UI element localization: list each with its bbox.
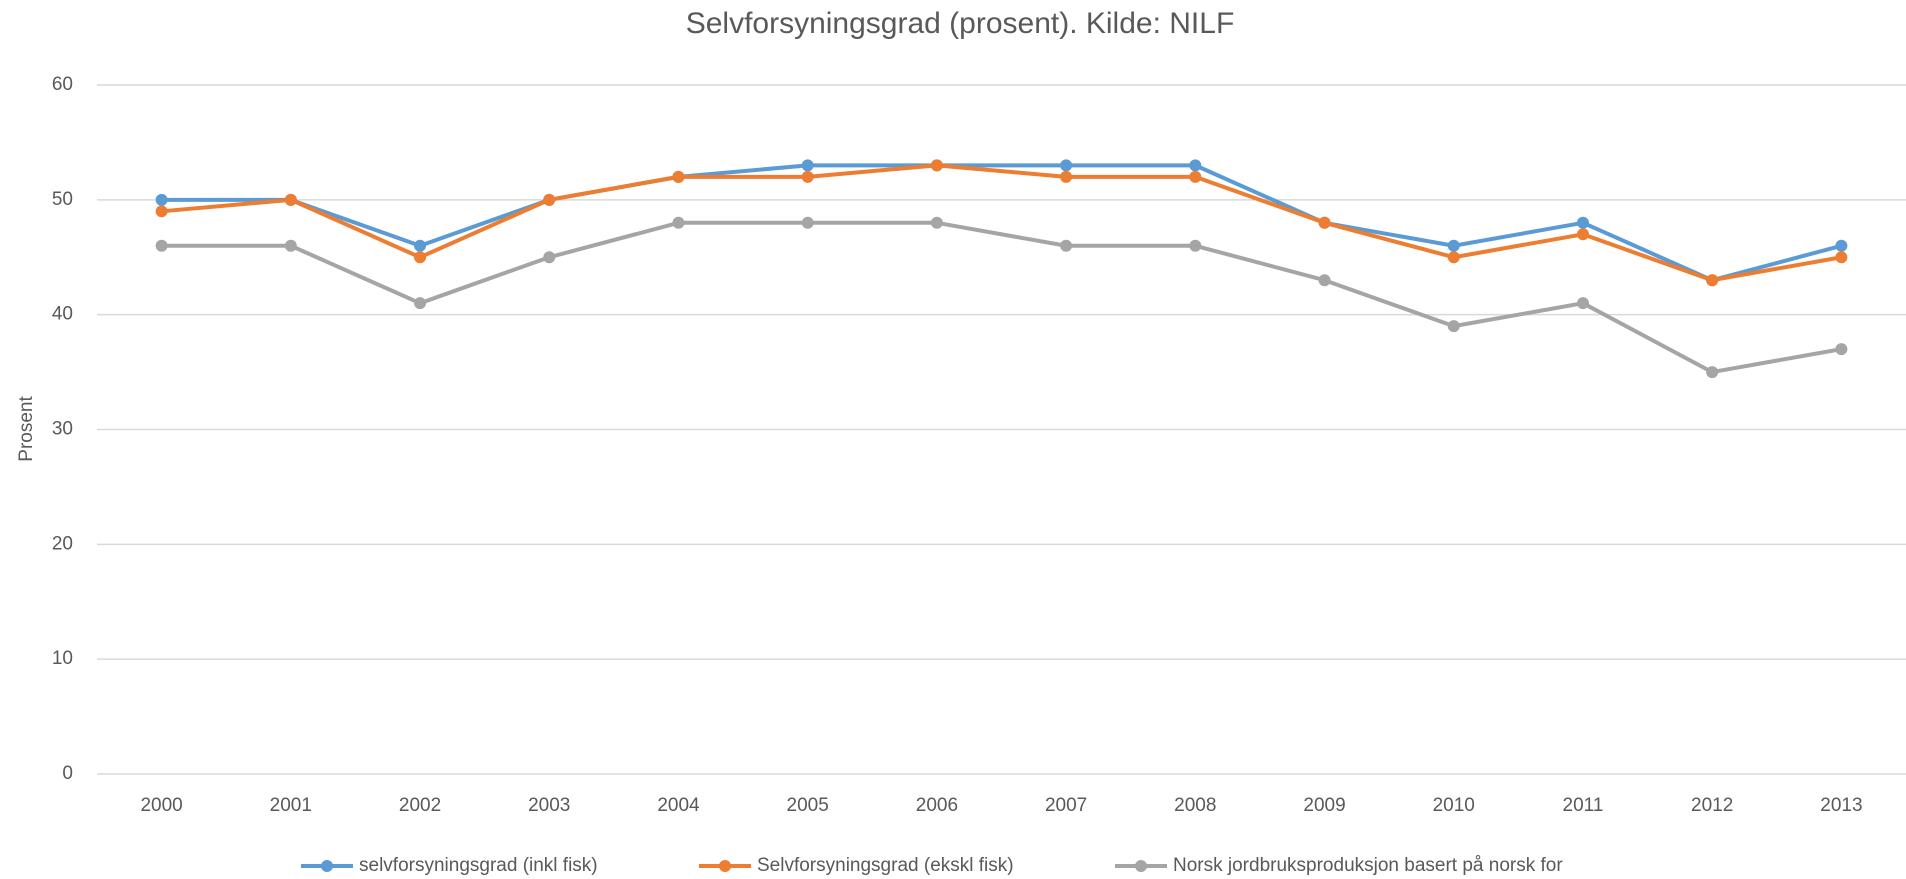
data-point [801,216,814,229]
data-point [1835,239,1848,252]
data-point [1447,239,1460,252]
data-point [801,159,814,172]
data-point [930,159,943,172]
data-point [1835,251,1848,264]
y-tick-label: 10 [52,648,73,669]
data-point [1576,216,1589,229]
legend-label: Norsk jordbruksproduksjon basert på nors… [1173,855,1563,876]
data-point [1447,320,1460,333]
legend-label: Selvforsyningsgrad (ekskl fisk) [757,855,1014,876]
data-point [1060,170,1073,183]
x-tick-label: 2008 [1174,795,1216,816]
series-line [161,163,1842,283]
data-point [1318,274,1331,287]
y-axis-label: Prosent [16,396,37,462]
y-tick-label: 30 [52,419,73,440]
x-tick-label: 2012 [1691,795,1733,816]
legend-marker [321,860,333,872]
data-point [1706,274,1719,287]
data-point [1189,159,1202,172]
legend-label: selvforsyningsgrad (inkl fisk) [359,855,598,876]
data-point [672,216,685,229]
data-point [1189,170,1202,183]
y-tick-label: 20 [52,533,73,554]
legend-marker [719,860,731,872]
x-tick-label: 2009 [1303,795,1345,816]
data-point [414,239,427,252]
data-point [1706,366,1719,379]
data-point [1060,159,1073,172]
data-point [930,216,943,229]
x-tick-label: 2006 [916,795,958,816]
data-point [672,170,685,183]
data-point [414,251,427,264]
y-tick-label: 0 [62,763,73,784]
x-tick-label: 2005 [787,795,829,816]
data-point [155,239,168,252]
data-point [543,251,556,264]
x-tick-label: 2007 [1045,795,1087,816]
x-tick-label: 2002 [399,795,441,816]
data-point [284,239,297,252]
data-point [1576,228,1589,241]
series-line [161,220,1842,375]
data-point [1576,297,1589,310]
series-line [161,163,1842,283]
x-tick-label: 2000 [140,795,182,816]
chart-title: Selvforsyningsgrad (prosent). Kilde: NIL… [686,7,1235,40]
x-tick-label: 2003 [528,795,570,816]
y-tick-label: 60 [52,74,73,95]
data-point [284,193,297,206]
data-point [1835,343,1848,356]
x-tick-label: 2013 [1820,795,1862,816]
data-point [155,205,168,218]
data-point [155,193,168,206]
data-point [414,297,427,310]
x-tick-label: 2011 [1563,795,1604,816]
y-tick-label: 50 [52,189,73,210]
data-point [1189,239,1202,252]
x-tick-label: 2001 [270,795,312,816]
data-point [1318,216,1331,229]
y-tick-label: 40 [52,304,73,325]
legend-marker [1135,860,1147,872]
data-point [1060,239,1073,252]
data-point [1447,251,1460,264]
data-point [801,170,814,183]
x-tick-label: 2004 [657,795,700,816]
data-point [543,193,556,206]
x-tick-label: 2010 [1433,795,1475,816]
